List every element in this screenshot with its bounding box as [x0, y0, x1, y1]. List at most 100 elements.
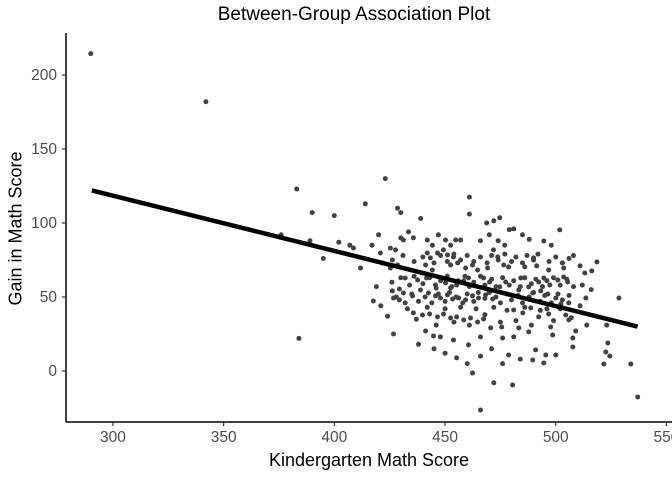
data-point — [571, 253, 576, 258]
data-point — [362, 201, 368, 207]
data-point — [464, 361, 470, 367]
data-point — [605, 340, 611, 346]
data-point — [478, 273, 483, 279]
data-point — [427, 311, 433, 317]
data-point — [429, 267, 435, 273]
data-point — [547, 282, 553, 288]
data-point — [435, 291, 441, 297]
data-point — [601, 361, 607, 367]
data-point — [369, 242, 375, 248]
chart-title: Between-Group Association Plot — [217, 4, 491, 25]
data-point — [534, 263, 540, 269]
data-point — [577, 263, 583, 269]
data-point — [570, 335, 576, 341]
data-point — [416, 341, 421, 347]
data-point — [542, 293, 548, 298]
data-point — [566, 293, 572, 298]
data-point — [424, 237, 430, 243]
data-point — [559, 297, 565, 303]
data-point — [466, 342, 471, 348]
data-point — [571, 284, 576, 290]
data-point — [516, 325, 522, 331]
data-point — [497, 215, 503, 221]
data-point — [559, 260, 565, 266]
y-tick-label: 50 — [40, 289, 58, 306]
data-point — [478, 334, 483, 340]
data-point — [533, 347, 539, 353]
x-tick-label: 300 — [100, 429, 126, 446]
data-point — [520, 300, 525, 306]
data-point — [460, 300, 466, 306]
data-point — [522, 264, 528, 270]
data-point — [616, 295, 622, 301]
data-point — [478, 353, 483, 359]
data-point — [564, 276, 570, 282]
data-point — [466, 211, 472, 217]
data-point — [431, 333, 436, 339]
data-point — [370, 298, 376, 304]
data-point — [526, 236, 532, 242]
data-point — [501, 262, 507, 268]
data-point — [389, 257, 395, 263]
data-point — [541, 238, 547, 244]
data-point — [510, 382, 516, 388]
data-point — [427, 255, 433, 261]
data-point — [406, 229, 411, 235]
data-point — [464, 253, 470, 258]
data-point — [441, 247, 446, 253]
data-point — [511, 307, 517, 313]
data-point — [473, 306, 479, 312]
data-point — [475, 290, 481, 295]
data-point — [528, 281, 534, 287]
data-point — [566, 300, 572, 306]
data-point — [458, 304, 464, 310]
x-tick-label: 500 — [543, 429, 569, 446]
data-point — [582, 270, 588, 276]
data-point — [437, 334, 443, 340]
y-tick-label: 100 — [31, 215, 57, 232]
data-point — [425, 290, 431, 296]
data-point — [553, 352, 559, 358]
data-point — [520, 260, 525, 266]
data-point — [347, 242, 353, 248]
data-point — [296, 335, 302, 341]
data-point — [402, 275, 408, 281]
data-point — [504, 307, 510, 313]
data-point — [389, 279, 395, 285]
y-tick-label: 0 — [48, 363, 57, 380]
data-point — [603, 349, 609, 355]
data-point — [463, 265, 469, 271]
data-point — [471, 298, 477, 304]
x-tick-label: 350 — [211, 429, 237, 446]
data-point — [499, 324, 505, 330]
data-point — [336, 239, 342, 245]
data-point — [506, 282, 512, 288]
data-point — [528, 305, 534, 311]
data-point — [485, 265, 491, 271]
data-point — [307, 238, 313, 244]
data-point — [511, 226, 517, 232]
data-point — [358, 265, 363, 271]
data-point — [420, 281, 426, 287]
data-point — [551, 318, 556, 324]
data-point — [577, 303, 583, 309]
data-point — [561, 265, 567, 271]
data-point — [491, 218, 497, 224]
data-point — [387, 245, 393, 251]
data-point — [429, 300, 435, 306]
data-point — [488, 325, 494, 331]
data-point — [433, 322, 439, 328]
data-point — [491, 247, 496, 253]
data-point — [454, 355, 460, 361]
data-point — [604, 322, 610, 328]
data-point — [566, 256, 572, 261]
data-point — [453, 237, 459, 243]
data-point — [449, 284, 455, 290]
data-point — [415, 277, 421, 283]
data-point — [548, 324, 554, 330]
data-point — [458, 237, 464, 243]
data-point — [451, 251, 457, 257]
data-point — [517, 284, 523, 290]
data-point — [551, 275, 556, 281]
data-point — [423, 262, 429, 268]
